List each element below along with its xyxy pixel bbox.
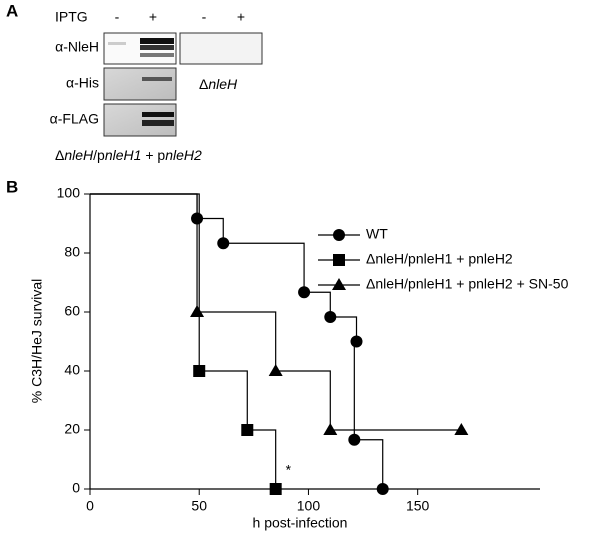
band xyxy=(108,42,126,45)
marker xyxy=(323,423,338,435)
legend-marker xyxy=(333,229,345,241)
x-tick-label: 50 xyxy=(191,498,207,514)
blot xyxy=(103,67,177,101)
marker xyxy=(193,365,206,377)
marker xyxy=(376,483,389,495)
y-tick-label: 60 xyxy=(64,303,80,319)
legend-label: WT xyxy=(366,226,388,242)
lane-label: + xyxy=(149,9,157,25)
legend-marker xyxy=(332,278,346,290)
lane-label: - xyxy=(202,9,207,25)
marker xyxy=(350,335,363,348)
text-part: Δ xyxy=(199,76,208,92)
antibody-label: α-His xyxy=(66,75,99,91)
survival-line xyxy=(90,193,462,431)
marker xyxy=(190,305,205,317)
text-part: nleH2 xyxy=(165,147,202,163)
legend-label: ΔnleH/pnleH1 + pnleH2 xyxy=(366,251,513,267)
y-tick-label: 100 xyxy=(57,185,81,201)
marker xyxy=(268,364,283,376)
annotation: * xyxy=(286,462,292,478)
legend-label: ΔnleH/pnleH1 + pnleH2 + SN-50 xyxy=(366,276,569,292)
text-part: nleH xyxy=(208,76,238,92)
survival-line xyxy=(90,193,384,489)
panel-label: A xyxy=(6,1,18,20)
y-axis-label: % C3H/HeJ survival xyxy=(29,279,45,403)
y-tick-label: 80 xyxy=(64,244,80,260)
iptg-label: IPTG xyxy=(55,9,88,25)
band xyxy=(142,112,174,117)
panel-label: B xyxy=(6,177,18,196)
band xyxy=(140,45,174,50)
band xyxy=(142,120,174,126)
text-part: Δ xyxy=(55,147,64,163)
band xyxy=(140,38,174,44)
marker xyxy=(298,286,311,299)
marker xyxy=(269,483,282,495)
y-tick-label: 0 xyxy=(72,480,80,496)
text-part: + p xyxy=(141,147,165,163)
text-part: nleH xyxy=(64,147,94,163)
lane-label: - xyxy=(115,9,120,25)
antibody-label: α-FLAG xyxy=(50,111,99,127)
band xyxy=(140,53,174,57)
x-tick-label: 100 xyxy=(297,498,321,514)
marker xyxy=(217,237,230,250)
marker xyxy=(454,423,469,435)
y-tick-label: 20 xyxy=(64,421,80,437)
blot xyxy=(179,32,263,65)
survival-line xyxy=(90,193,277,489)
strain-label: ΔnleH xyxy=(199,76,238,92)
text-part: nleH1 xyxy=(105,147,142,163)
x-tick-label: 150 xyxy=(406,498,430,514)
marker xyxy=(324,311,337,324)
marker xyxy=(348,433,361,446)
x-tick-label: 0 xyxy=(86,498,94,514)
marker xyxy=(241,424,254,436)
text-part: /p xyxy=(93,147,105,163)
y-tick-label: 40 xyxy=(64,362,80,378)
x-axis-label: h post-infection xyxy=(253,515,348,531)
legend-marker xyxy=(333,254,345,266)
strain-label: ΔnleH/pnleH1 + pnleH2 xyxy=(55,147,202,163)
band xyxy=(142,77,172,81)
blots xyxy=(103,32,263,137)
lane-label: + xyxy=(237,9,245,25)
antibody-label: α-NleH xyxy=(55,39,99,55)
